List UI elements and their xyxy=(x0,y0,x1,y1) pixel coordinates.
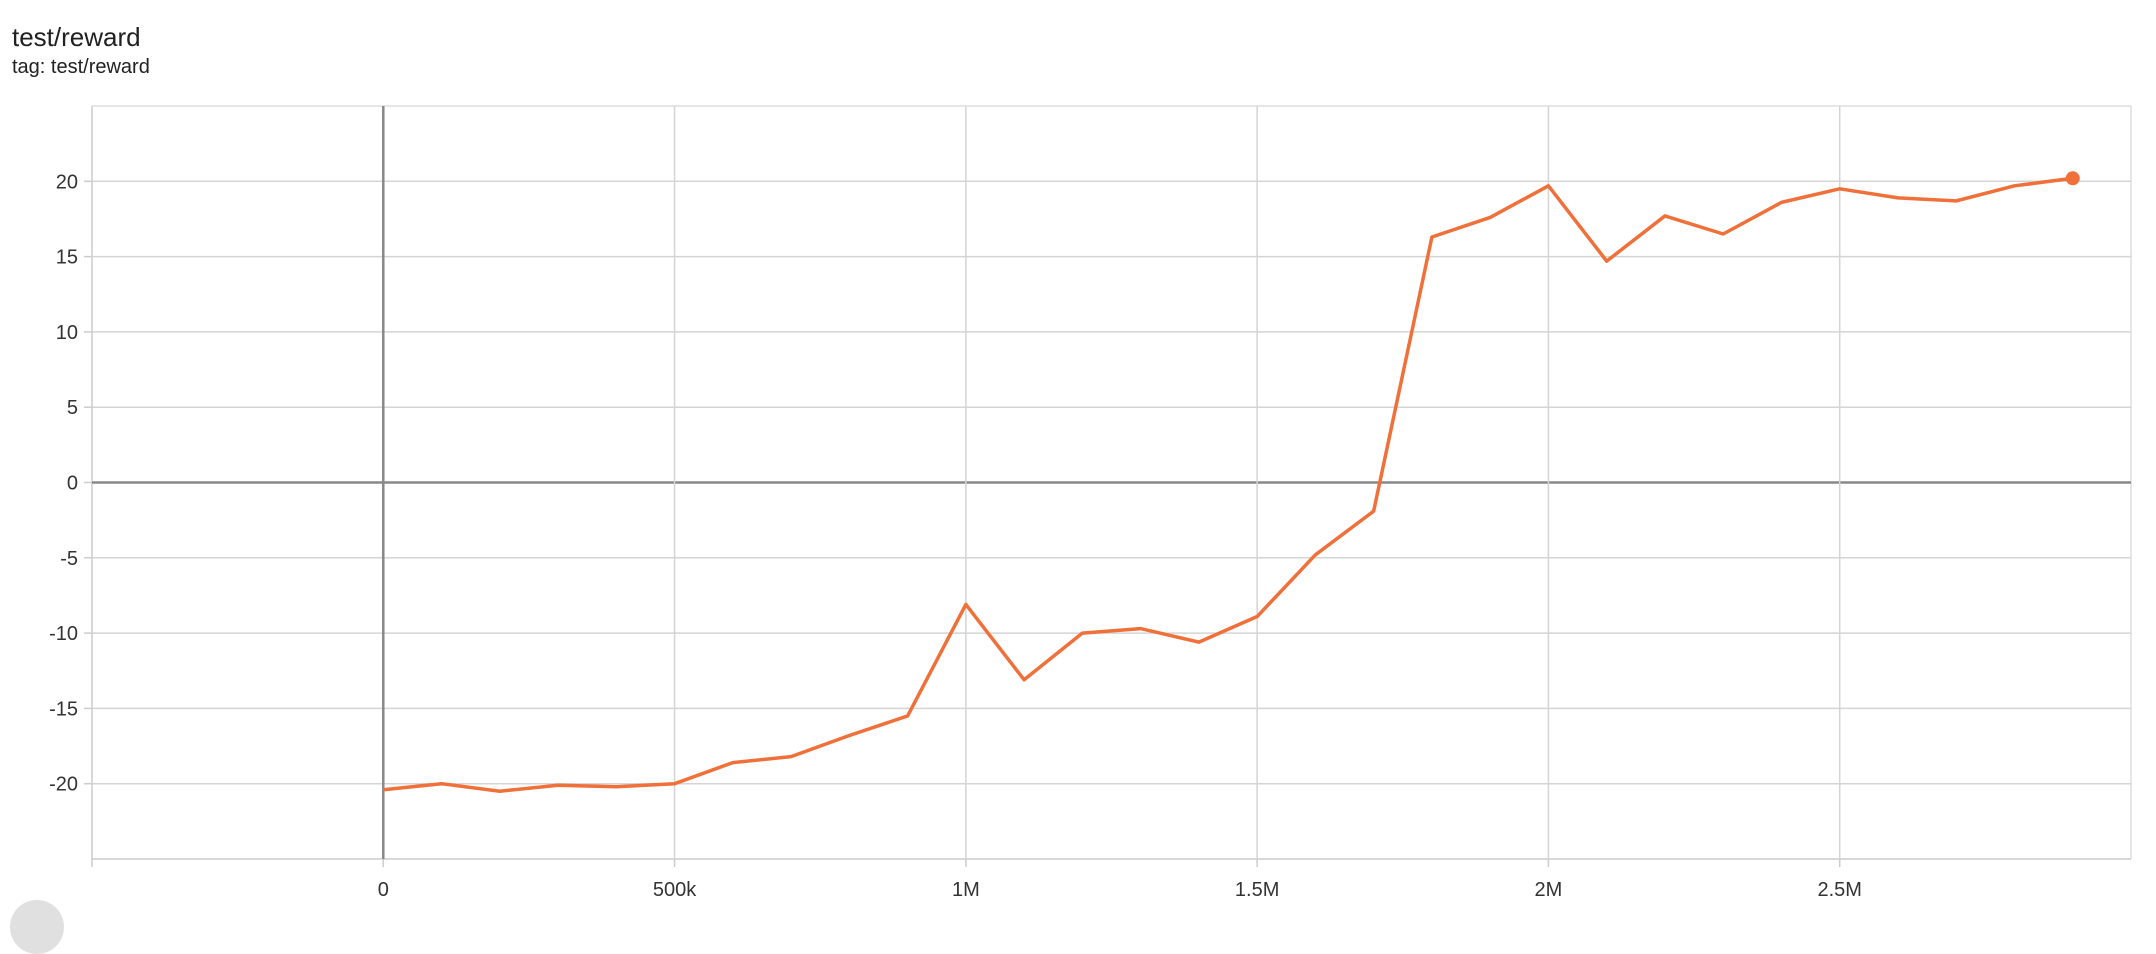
x-tick-label: 1M xyxy=(952,879,980,901)
series-line xyxy=(383,176,2073,793)
y-tick-label: -5 xyxy=(60,548,78,570)
y-tick-label: 5 xyxy=(67,397,78,419)
y-tick-label: -15 xyxy=(49,698,78,720)
x-tick-label: 500k xyxy=(653,879,697,901)
y-tick-label: 10 xyxy=(56,322,78,344)
last-point-marker xyxy=(2065,171,2080,186)
x-tick-label: 2M xyxy=(1535,879,1563,901)
line-chart[interactable]: -20 -15 -10 -5 0 5 10 15 20 0 500k 1M 1.5M 2M 2.5M xyxy=(0,0,2156,912)
y-tick-label: 0 xyxy=(67,473,78,495)
y-tick-label: -20 xyxy=(49,774,78,796)
chart-tag: tag: test/reward xyxy=(12,56,150,78)
y-tick-label: 20 xyxy=(56,171,78,193)
x-tick-label: 2.5M xyxy=(1817,879,1861,901)
y-tick-label: -10 xyxy=(49,623,78,645)
chart-title: test/reward xyxy=(12,22,141,52)
corner-button[interactable] xyxy=(10,900,64,954)
x-tick-label: 0 xyxy=(378,879,389,901)
y-tick-label: 15 xyxy=(56,247,78,269)
x-tick-label: 1.5M xyxy=(1235,879,1279,901)
